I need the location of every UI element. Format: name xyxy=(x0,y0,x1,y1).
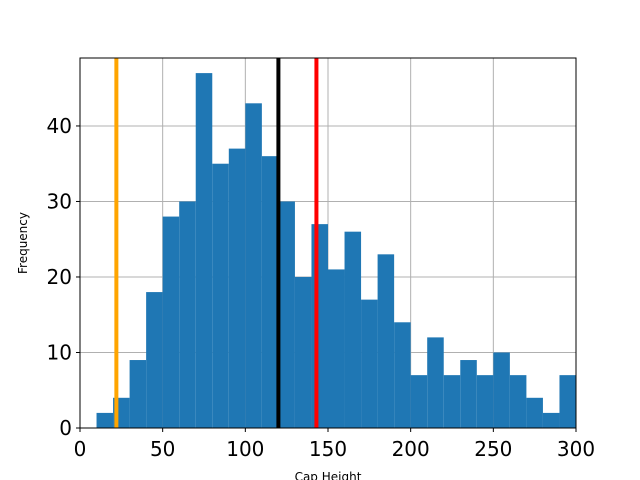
histogram-bar xyxy=(542,412,560,428)
x-tick-label: 300 xyxy=(557,437,595,461)
histogram-bar xyxy=(179,201,196,428)
histogram-bar xyxy=(377,254,395,428)
histogram-bar xyxy=(344,231,362,428)
x-tick-label: 100 xyxy=(226,437,264,461)
histogram-bar xyxy=(476,375,494,428)
reference-lines xyxy=(114,58,319,428)
histogram-bar xyxy=(261,156,279,428)
histogram-bar xyxy=(294,276,312,428)
histogram-bar xyxy=(394,322,411,428)
x-tick-label: 50 xyxy=(150,437,175,461)
histogram-bar xyxy=(278,201,295,428)
histogram-bar xyxy=(526,397,543,428)
histogram-bar xyxy=(509,375,527,428)
histogram-bar xyxy=(361,299,378,428)
x-tick-label: 0 xyxy=(74,437,87,461)
histogram-bar xyxy=(245,103,262,428)
histogram-bar xyxy=(443,375,461,428)
histogram-bar xyxy=(228,148,246,428)
histogram-bar xyxy=(311,224,328,428)
x-axis-label: Cap Height xyxy=(295,470,362,480)
histogram-bar xyxy=(162,216,180,428)
y-tick-label: 10 xyxy=(47,340,72,364)
histogram-bar xyxy=(328,269,345,428)
x-axis-ticks: 0 50 100 150 200 250 300 xyxy=(74,428,595,461)
histogram-bar xyxy=(493,352,510,428)
histogram-bar xyxy=(212,163,229,428)
histogram-bar xyxy=(195,73,213,428)
histogram-bar xyxy=(146,292,163,428)
histogram-bar xyxy=(96,412,114,428)
y-axis-ticks: 0 10 20 30 40 xyxy=(47,114,80,440)
x-tick-label: 200 xyxy=(392,437,430,461)
histogram-bar xyxy=(410,375,428,428)
histogram-bar xyxy=(460,360,477,428)
x-tick-label: 150 xyxy=(309,437,347,461)
histogram-bar xyxy=(559,375,576,428)
histogram-bar xyxy=(427,337,444,428)
x-tick-label: 250 xyxy=(474,437,512,461)
y-tick-label: 40 xyxy=(47,114,72,138)
y-axis-label: Frequency xyxy=(16,212,30,274)
y-tick-label: 30 xyxy=(47,189,72,213)
histogram-bar xyxy=(129,360,147,428)
y-tick-label: 20 xyxy=(47,265,72,289)
y-tick-label: 0 xyxy=(59,416,72,440)
